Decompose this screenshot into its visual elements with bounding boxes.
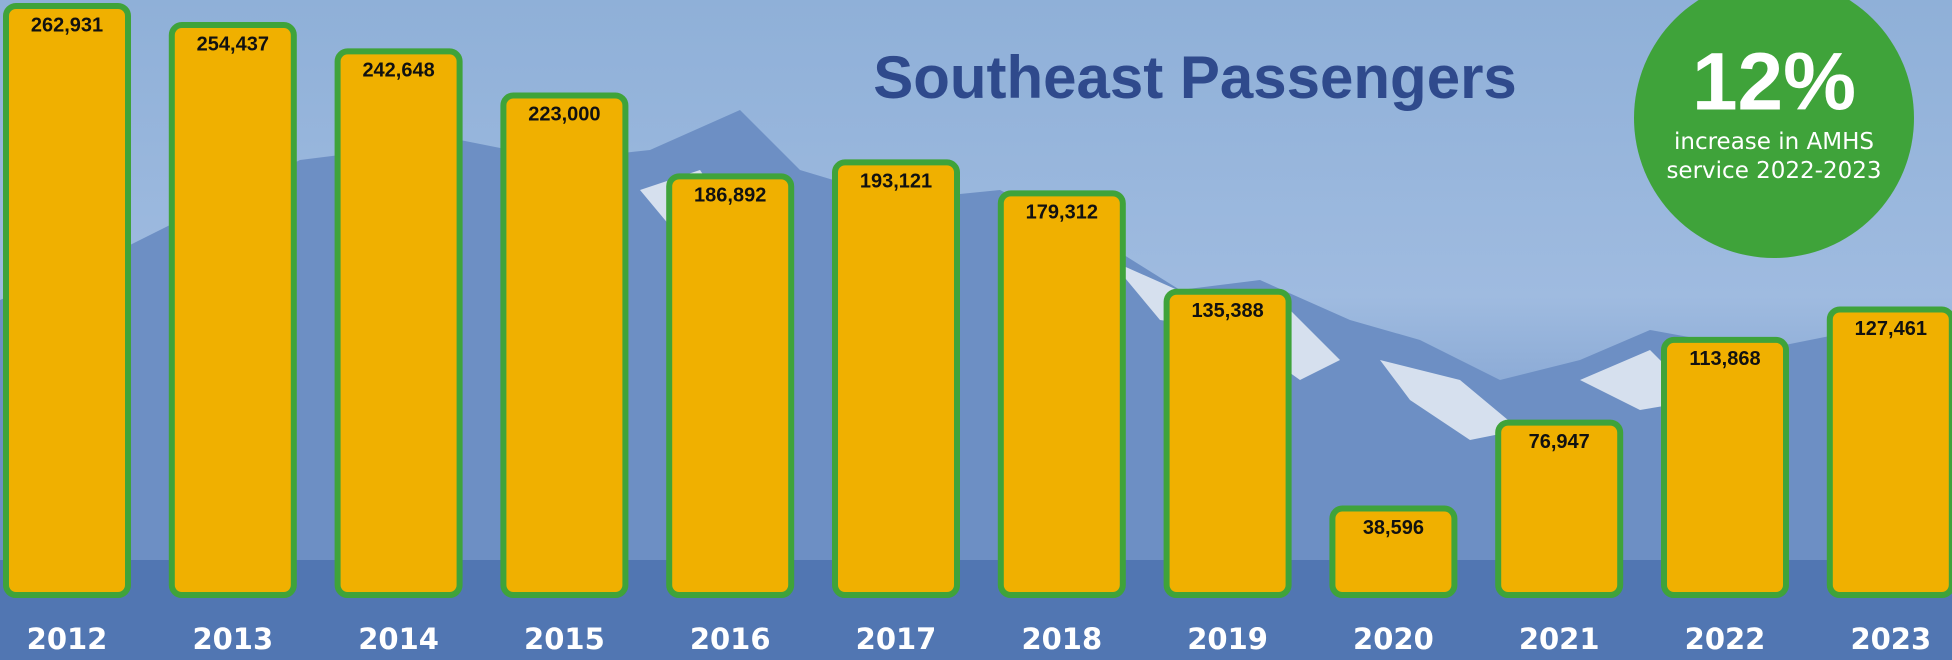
bar	[832, 159, 960, 598]
callout-circle	[1634, 0, 1914, 258]
foreground	[0, 560, 1952, 660]
bar	[1329, 505, 1458, 598]
x-tick-label: 2021	[1519, 622, 1600, 656]
x-tick-label: 2022	[1685, 622, 1766, 656]
value-label: 38,596	[1363, 517, 1424, 539]
value-label: 254,437	[197, 33, 269, 55]
bar	[334, 48, 463, 598]
bar	[666, 173, 795, 599]
value-label: 179,312	[1026, 202, 1098, 224]
x-tick-label: 2019	[1187, 622, 1268, 656]
x-tick-label: 2015	[524, 622, 605, 656]
x-tick-label: 2018	[1021, 622, 1102, 656]
bar	[3, 3, 131, 598]
x-tick-label: 2016	[690, 622, 771, 656]
value-label: 135,388	[1191, 300, 1263, 322]
x-tick-label: 2012	[27, 622, 108, 656]
value-label: 127,461	[1855, 318, 1927, 340]
x-tick-label: 2023	[1850, 622, 1931, 656]
bar	[500, 92, 629, 599]
value-label: 186,892	[694, 185, 766, 207]
value-label: 76,947	[1529, 431, 1590, 453]
x-tick-label: 2020	[1353, 622, 1434, 656]
bar	[997, 190, 1126, 598]
x-tick-label: 2014	[358, 622, 439, 656]
value-label: 193,121	[860, 171, 932, 193]
chart-title: Southeast Passengers	[873, 44, 1517, 111]
mountains	[0, 110, 1952, 660]
callout-text: increase in AMHS service 2022-2023	[1666, 129, 1882, 184]
bar	[1661, 336, 1789, 598]
bar	[168, 22, 297, 599]
value-label: 113,868	[1689, 348, 1760, 370]
value-label: 223,000	[528, 104, 600, 126]
bar	[1826, 306, 1952, 598]
value-label: 242,648	[362, 60, 434, 82]
bar	[1163, 288, 1292, 598]
x-tick-label: 2017	[856, 622, 937, 656]
callout-headline: 12%	[1692, 37, 1856, 128]
x-tick-label: 2013	[192, 622, 273, 656]
value-label: 262,931	[31, 14, 103, 36]
bar	[1495, 419, 1624, 598]
